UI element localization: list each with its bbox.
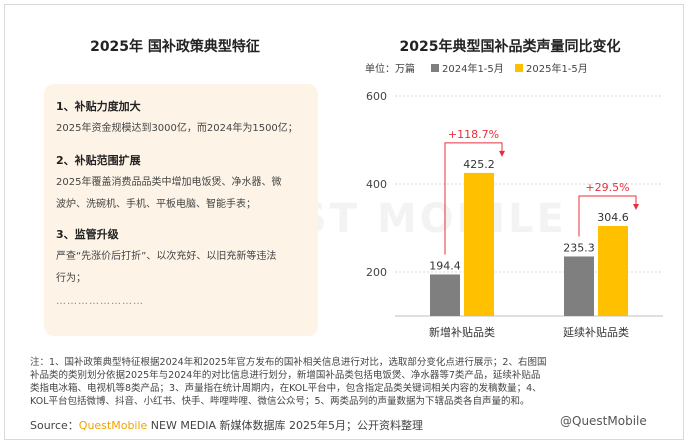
section-1-title: 1、补贴力度加大 xyxy=(56,100,141,113)
y-tick-label: 600 xyxy=(366,90,387,103)
growth-label: +118.7% xyxy=(448,128,499,141)
data-label: 304.6 xyxy=(597,211,629,224)
source-brand: QuestMobile xyxy=(78,419,148,432)
chart-title: 2025年典型国补品类声量同比变化 xyxy=(399,39,621,55)
ellipsis-dots: …………………… xyxy=(56,296,144,307)
section-2-title: 2、补贴范围扩展 xyxy=(56,154,141,167)
figure-frame xyxy=(4,4,684,440)
section-3-title: 3、监管升级 xyxy=(56,228,119,241)
footnote: 注：1、国补政策典型特征根据2024年和2025年官方发布的国补相关信息进行对比… xyxy=(30,356,670,408)
footnote-line-2: 补品类的类别划分依据2025年与2024年的对比信息进行划分，新增国补品类包括电… xyxy=(30,370,541,381)
x-category-label: 延续补贴品类 xyxy=(563,325,629,339)
section-3-text-1: 严查“先涨价后打折”、以次充好、以旧充新等违法 xyxy=(56,251,277,262)
section-2-text-1: 2025年覆盖消费品品类中增加电饭煲、净水器、微 xyxy=(56,177,282,188)
watermark: @QuestMobile xyxy=(560,414,647,428)
section-1-text: 2025年资金规模达到3000亿，而2024年为1500亿； xyxy=(56,123,298,134)
section-2-text-2: 波炉、洗碗机、手机、平板电脑、智能手表； xyxy=(56,199,256,210)
source-line: Source：QuestMobile NEW MEDIA 新媒体数据库 2025… xyxy=(30,417,423,433)
bar-2024-0 xyxy=(430,274,460,316)
policy-panel: 1、补贴力度加大 2025年资金规模达到3000亿，而2024年为1500亿； … xyxy=(44,84,318,336)
plot-area: 200 400 600 194.4 425.2 新增补贴品类 +118.7% 235.3 304… xyxy=(366,90,663,339)
y-tick-label: 200 xyxy=(366,266,387,279)
growth-bracket xyxy=(578,195,637,237)
legend-label-2024: 2024年1-5月 xyxy=(442,62,504,75)
legend-swatch-2025 xyxy=(515,64,523,72)
growth-bracket xyxy=(444,142,503,255)
bar-2025-0 xyxy=(464,172,494,316)
footnote-line-4: KOL平台包括微博、抖音、小红书、快手、哔哩哔哩、微信公众号；5、两类品列的声量… xyxy=(30,396,530,407)
growth-arrowhead xyxy=(499,150,505,157)
bar-2025-1 xyxy=(598,225,628,316)
section-3-text-2: 行为； xyxy=(56,273,86,284)
y-tick-label: 400 xyxy=(366,178,387,191)
legend-label-2025: 2025年1-5月 xyxy=(526,62,588,75)
x-category-label: 新增补贴品类 xyxy=(429,325,495,339)
unit-label: 单位：万篇 xyxy=(365,62,415,75)
left-title: 2025年 国补政策典型特征 xyxy=(90,39,260,55)
footnote-line-3: 类指电冰箱、电视机等8类产品；3、声量指在统计周期内，在KOL平台中，包含指定品… xyxy=(30,383,542,394)
footnote-line-1: 注：1、国补政策典型特征根据2024年和2025年官方发布的国补相关信息进行对比… xyxy=(30,357,547,368)
bar-2024-1 xyxy=(564,256,594,316)
source-prefix: Source： xyxy=(30,419,79,432)
legend-swatch-2024 xyxy=(431,64,439,72)
data-label: 235.3 xyxy=(563,241,595,254)
source-rest: NEW MEDIA 新媒体数据库 2025年5月；公开资料整理 xyxy=(147,419,424,432)
legend: 单位：万篇 2024年1-5月 2025年1-5月 xyxy=(365,62,588,75)
growth-label: +29.5% xyxy=(585,181,629,194)
data-label: 194.4 xyxy=(429,259,461,272)
growth-arrowhead xyxy=(633,203,639,210)
bar-chart: 单位：万篇 2024年1-5月 2025年1-5月 200 400 600 194.4… xyxy=(365,62,663,339)
data-label: 425.2 xyxy=(463,158,495,171)
